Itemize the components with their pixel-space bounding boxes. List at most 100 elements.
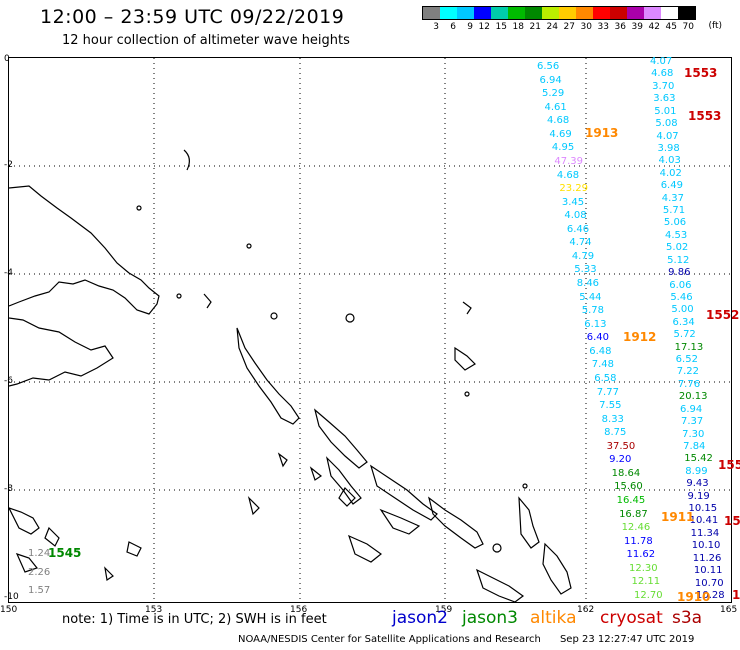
wave-height-value: 10.11 [693, 565, 723, 577]
wave-height-value: 7.55 [599, 400, 622, 412]
legend-tick-label: 3 [433, 22, 439, 32]
wave-height-value: 4.69 [549, 128, 572, 140]
wave-height-value: 20.13 [678, 391, 708, 403]
wave-height-value: 6.06 [669, 279, 692, 291]
wave-height-value: 18.64 [611, 467, 641, 479]
wave-height-value: 12.70 [634, 590, 663, 601]
wave-height-value: 4.07 [650, 56, 673, 67]
legend-swatch [559, 7, 576, 19]
satellite-legend-jason2: jason2 [392, 608, 448, 628]
wave-height-value: 10.15 [688, 503, 718, 515]
satellite-legend-s3a: s3a [672, 608, 703, 628]
wave-height-value: 15.60 [614, 481, 643, 493]
wave-height-value: 5.06 [663, 217, 687, 229]
legend-tick-label: 9 [467, 22, 473, 32]
lon-label-159: 159 [435, 605, 453, 615]
legend-tick-label: 42 [648, 22, 660, 32]
legend-swatch [576, 7, 593, 19]
wave-height-value: 10.41 [689, 515, 719, 527]
wave-height-value: 23.29 [559, 183, 589, 195]
wave-height-value: 5.46 [670, 291, 693, 303]
wave-height-value: 9.20 [609, 454, 632, 466]
coastline-map [9, 58, 731, 602]
wave-height-value: 5.78 [581, 305, 605, 317]
wave-height-value: 11.26 [692, 552, 722, 564]
wave-height-value: 12.11 [631, 576, 661, 588]
wave-height-value: 5.72 [673, 329, 696, 341]
wave-height-value: 4.79 [571, 250, 595, 262]
wave-height-value: 3.63 [653, 93, 676, 105]
wave-height-value: 6.49 [660, 180, 683, 192]
wave-height-value: 4.61 [544, 101, 567, 113]
legend-tick-label: 27 [563, 22, 575, 32]
wave-height-value: 9.43 [686, 478, 709, 490]
wave-height-value: 10.28 [696, 590, 725, 601]
legend-tick-label: 39 [631, 22, 643, 32]
legend-swatch [627, 7, 644, 19]
pass-time-label: 1910 [677, 590, 711, 604]
wave-height-value: 8.46 [576, 278, 600, 290]
pass-time-label: 1545 [48, 546, 82, 560]
wave-height-value: 9.19 [687, 490, 710, 502]
wave-height-value: 6.48 [589, 345, 612, 357]
legend-swatch [644, 7, 661, 19]
wave-height-value: 47.39 [554, 155, 584, 167]
map-title: 12:00 – 23:59 UTC 09/22/2019 [40, 6, 345, 28]
wave-height-value: 11.34 [690, 527, 720, 539]
lon-label-156: 156 [290, 605, 308, 615]
legend-swatch [610, 7, 627, 19]
wave-height-value: 5.71 [662, 205, 686, 217]
coastlines [9, 149, 572, 602]
lat-label-minus8: -8 [4, 484, 13, 494]
footer-credit: NOAA/NESDIS Center for Satellite Applica… [238, 634, 694, 645]
lat-label-minus4: -4 [4, 268, 13, 278]
legend-tick-label: 21 [529, 22, 541, 32]
wave-height-value: 5.12 [667, 254, 690, 266]
wave-height-value: 4.68 [556, 169, 580, 181]
wave-height-value: 5.02 [666, 242, 689, 254]
wave-height-value: 11.62 [626, 549, 656, 561]
legend-tick-label: 33 [597, 22, 609, 32]
wave-height-value: 4.68 [546, 115, 570, 127]
lat-label-minus2: -2 [4, 160, 13, 170]
wave-height-value: 7.37 [681, 416, 704, 428]
wave-height-value: 4.07 [656, 130, 679, 142]
credit-text: NOAA/NESDIS Center for Satellite Applica… [238, 634, 541, 645]
wave-height-value: 10.10 [691, 540, 721, 552]
lon-label-150: 150 [0, 605, 18, 615]
wave-height-value: 6.46 [566, 223, 590, 235]
wave-height-value: 6.58 [594, 372, 617, 384]
generated-timestamp: Sep 23 12:27:47 UTC 2019 [559, 634, 695, 645]
wave-height-value: 6.34 [672, 316, 695, 328]
lat-label-minus10: -10 [4, 592, 19, 602]
wave-height-value: 3.45 [561, 196, 585, 208]
wave-height-value: 4.53 [664, 229, 688, 241]
wave-height-value: 4.74 [569, 237, 592, 249]
pass-time-label: 1552 [706, 308, 740, 322]
wave-height-legend: 3 6 9 12 15 18 21 24 27 30 33 36 39 42 45 70 (ft) [422, 6, 722, 32]
legend-swatch [678, 7, 695, 19]
wave-height-value: 5.00 [671, 304, 694, 316]
wave-height-value: 12.30 [629, 562, 658, 574]
wave-height-value: 17.13 [674, 341, 704, 353]
wave-height-value: 6.56 [537, 61, 560, 72]
wave-height-value: 12.46 [621, 522, 651, 534]
legend-swatch [423, 7, 440, 19]
lat-label-0: 0 [4, 54, 10, 64]
map-area [8, 57, 732, 603]
lon-label-162: 162 [577, 605, 595, 615]
legend-swatch [525, 7, 542, 19]
wave-height-value: 7.22 [676, 366, 699, 378]
legend-swatch [508, 7, 525, 19]
pass-time-label: 1912 [623, 330, 657, 344]
wave-height-value: 7.48 [591, 359, 614, 371]
wave-height-value: 4.03 [658, 155, 681, 167]
lon-label-165: 165 [720, 605, 738, 615]
wave-height-value: 16.45 [616, 495, 646, 507]
pass-time-label: 1553 [684, 66, 718, 80]
wave-height-value: 4.02 [659, 167, 682, 179]
legend-tick-label: 36 [614, 22, 626, 32]
legend-swatch [542, 7, 559, 19]
lat-label-minus6: -6 [4, 376, 13, 386]
legend-tick-label: 45 [665, 22, 677, 32]
